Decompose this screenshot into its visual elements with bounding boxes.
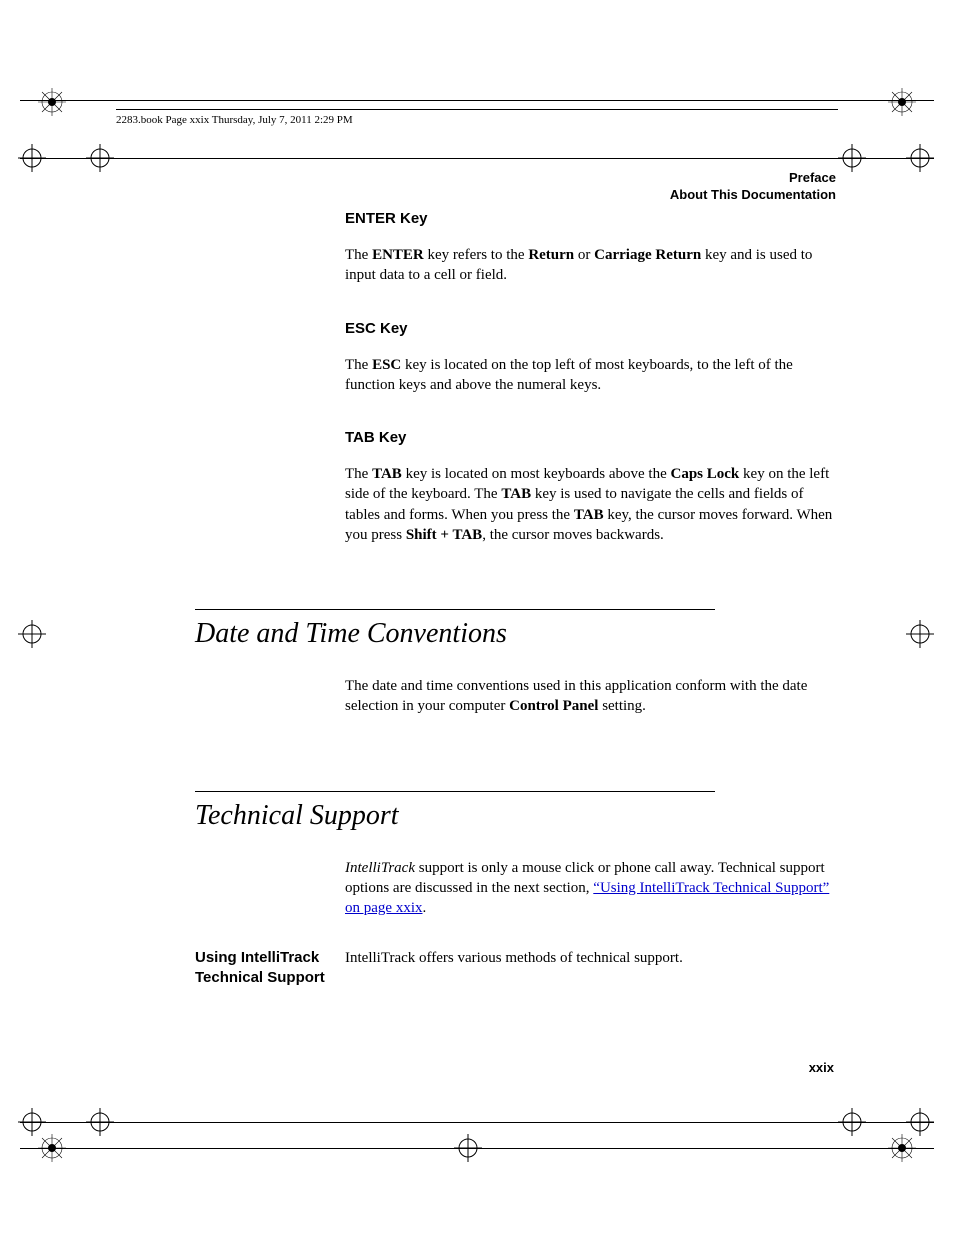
subhead-esc: ESC Key <box>345 320 835 337</box>
section-rule <box>195 609 715 610</box>
crosshair-icon <box>454 1134 482 1162</box>
crosshair-icon <box>86 144 114 172</box>
crosshair-icon <box>838 144 866 172</box>
running-head-line1: Preface <box>670 170 836 187</box>
para-tab: The TAB key is located on most keyboards… <box>345 464 835 545</box>
header-strip: 2283.book Page xxix Thursday, July 7, 20… <box>116 109 838 126</box>
running-head-line2: About This Documentation <box>670 187 836 204</box>
crosshair-icon <box>18 1108 46 1136</box>
crosshair-icon <box>18 144 46 172</box>
side-head-tech: Using IntelliTrack Technical Support <box>195 948 345 987</box>
section-title-date: Date and Time Conventions <box>195 618 835 650</box>
para-enter: The ENTER key refers to the Return or Ca… <box>345 245 835 286</box>
crosshair-icon <box>906 144 934 172</box>
para-tech-intro: IntelliTrack support is only a mouse cli… <box>345 858 835 919</box>
crosshair-icon <box>86 1108 114 1136</box>
section-rule <box>195 791 715 792</box>
subhead-enter: ENTER Key <box>345 210 835 227</box>
crosshair-icon <box>18 620 46 648</box>
section-date: Date and Time Conventions The date and t… <box>195 609 835 717</box>
section-title-tech: Technical Support <box>195 800 835 832</box>
content: ENTER Key The ENTER key refers to the Re… <box>195 210 835 987</box>
subhead-tab: TAB Key <box>345 429 835 446</box>
registration-mark-icon <box>38 1134 66 1162</box>
section-tech: Technical Support IntelliTrack support i… <box>195 791 835 988</box>
registration-mark-icon <box>888 88 916 116</box>
running-head: Preface About This Documentation <box>670 170 836 204</box>
para-esc: The ESC key is located on the top left o… <box>345 355 835 396</box>
crosshair-icon <box>838 1108 866 1136</box>
page-number: xxix <box>809 1060 834 1075</box>
crosshair-icon <box>906 1108 934 1136</box>
side-body-tech: IntelliTrack offers various methods of t… <box>345 948 835 968</box>
registration-mark-icon <box>888 1134 916 1162</box>
page: 2283.book Page xxix Thursday, July 7, 20… <box>0 0 954 1235</box>
crosshair-icon <box>906 620 934 648</box>
para-date: The date and time conventions used in th… <box>345 676 835 717</box>
registration-mark-icon <box>38 88 66 116</box>
